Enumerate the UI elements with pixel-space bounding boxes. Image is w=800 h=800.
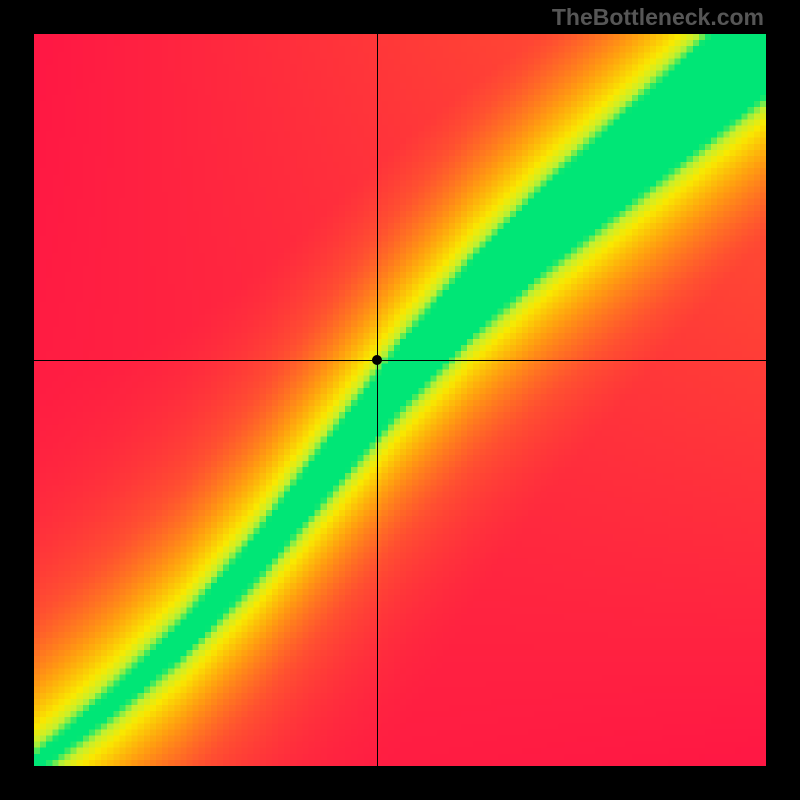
chart-frame: { "watermark": { "text": "TheBottleneck.…: [0, 0, 800, 800]
watermark-label: TheBottleneck.com: [552, 4, 764, 31]
crosshair-vertical: [377, 34, 378, 766]
selected-point-marker: [372, 355, 382, 365]
bottleneck-heatmap: [34, 34, 766, 766]
crosshair-horizontal: [34, 360, 766, 361]
